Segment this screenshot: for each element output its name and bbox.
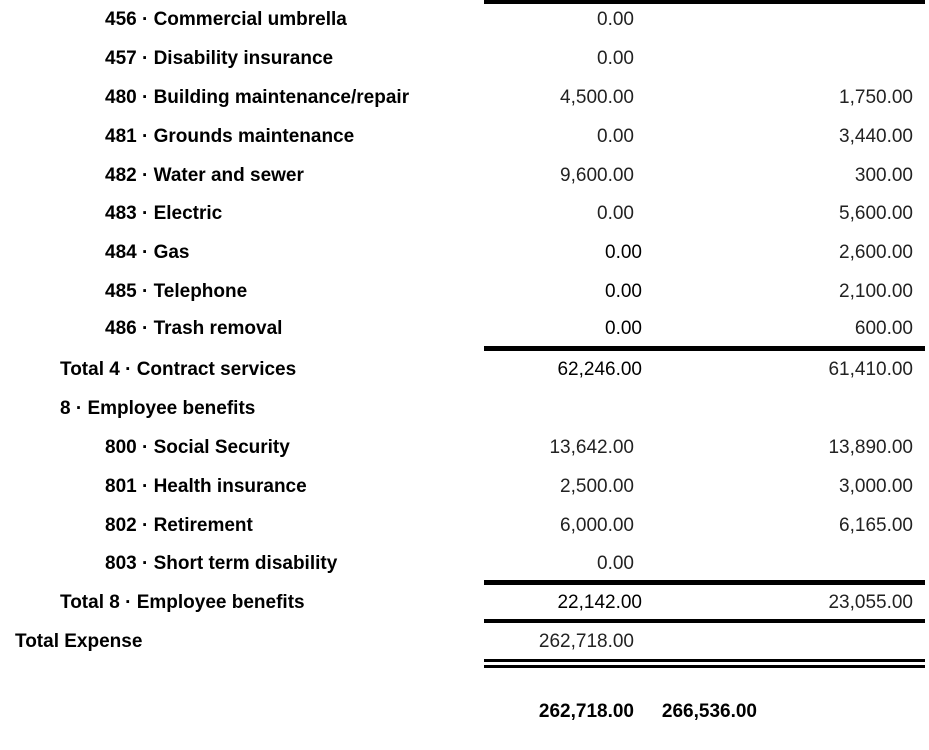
amount-col2: 2,600.00 <box>839 242 913 263</box>
top-rule <box>484 0 925 4</box>
subtotal-rule <box>484 619 925 623</box>
amount-col1: 62,246.00 <box>557 359 642 380</box>
amount-col2: 300.00 <box>854 165 913 186</box>
amount-col1: 0.00 <box>597 48 634 69</box>
amount-col1: 0.00 <box>605 242 642 263</box>
amount-col2: 2,100.00 <box>839 281 913 302</box>
grand-total-col2: 266,536.00 <box>661 701 757 722</box>
amount-col1: 0.00 <box>597 203 634 224</box>
double-rule-bottom <box>484 665 925 668</box>
amount-col2: 5,600.00 <box>839 203 913 224</box>
subtotal-rule <box>484 580 925 585</box>
account-label: 485 · Telephone <box>105 281 248 302</box>
amount-col1: 13,642.00 <box>549 437 634 458</box>
grand-total-col1: 262,718.00 <box>538 701 634 722</box>
account-label: 456 · Commercial umbrella <box>105 9 347 30</box>
account-label: 802 · Retirement <box>105 515 253 536</box>
double-rule-top <box>484 659 925 662</box>
amount-col2: 6,165.00 <box>839 515 913 536</box>
account-label: 481 · Grounds maintenance <box>105 126 355 147</box>
amount-col1: 0.00 <box>605 281 642 302</box>
account-label: 457 · Disability insurance <box>105 48 334 69</box>
account-label: 482 · Water and sewer <box>105 165 304 186</box>
section-label: Total 4 · Contract services <box>60 359 297 380</box>
amount-col1: 4,500.00 <box>560 87 634 108</box>
section-label: Total 8 · Employee benefits <box>60 592 305 613</box>
amount-col1: 0.00 <box>597 126 634 147</box>
amount-col1: 9,600.00 <box>560 165 634 186</box>
account-label: 800 · Social Security <box>105 437 290 458</box>
account-label: 483 · Electric <box>105 203 223 224</box>
account-label: 801 · Health insurance <box>105 476 307 497</box>
account-label: 486 · Trash removal <box>105 318 283 339</box>
amount-col2: 1,750.00 <box>839 87 913 108</box>
amount-col1: 0.00 <box>597 553 634 574</box>
amount-col1: 262,718.00 <box>538 631 634 652</box>
amount-col1: 22,142.00 <box>557 592 642 613</box>
amount-col1: 0.00 <box>597 9 634 30</box>
account-label: 480 · Building maintenance/repair <box>105 87 410 108</box>
amount-col2: 3,440.00 <box>839 126 913 147</box>
account-label: 803 · Short term disability <box>105 553 338 574</box>
amount-col1: 6,000.00 <box>560 515 634 536</box>
amount-col2: 23,055.00 <box>828 592 913 613</box>
section-label: Total Expense <box>15 631 143 652</box>
amount-col2: 61,410.00 <box>828 359 913 380</box>
amount-col1: 2,500.00 <box>560 476 634 497</box>
amount-col2: 13,890.00 <box>828 437 913 458</box>
amount-col2: 600.00 <box>854 318 913 339</box>
account-label: 484 · Gas <box>105 242 190 263</box>
section-label: 8 · Employee benefits <box>60 398 256 419</box>
subtotal-rule <box>484 346 925 351</box>
amount-col2: 3,000.00 <box>839 476 913 497</box>
amount-col1: 0.00 <box>605 318 642 339</box>
